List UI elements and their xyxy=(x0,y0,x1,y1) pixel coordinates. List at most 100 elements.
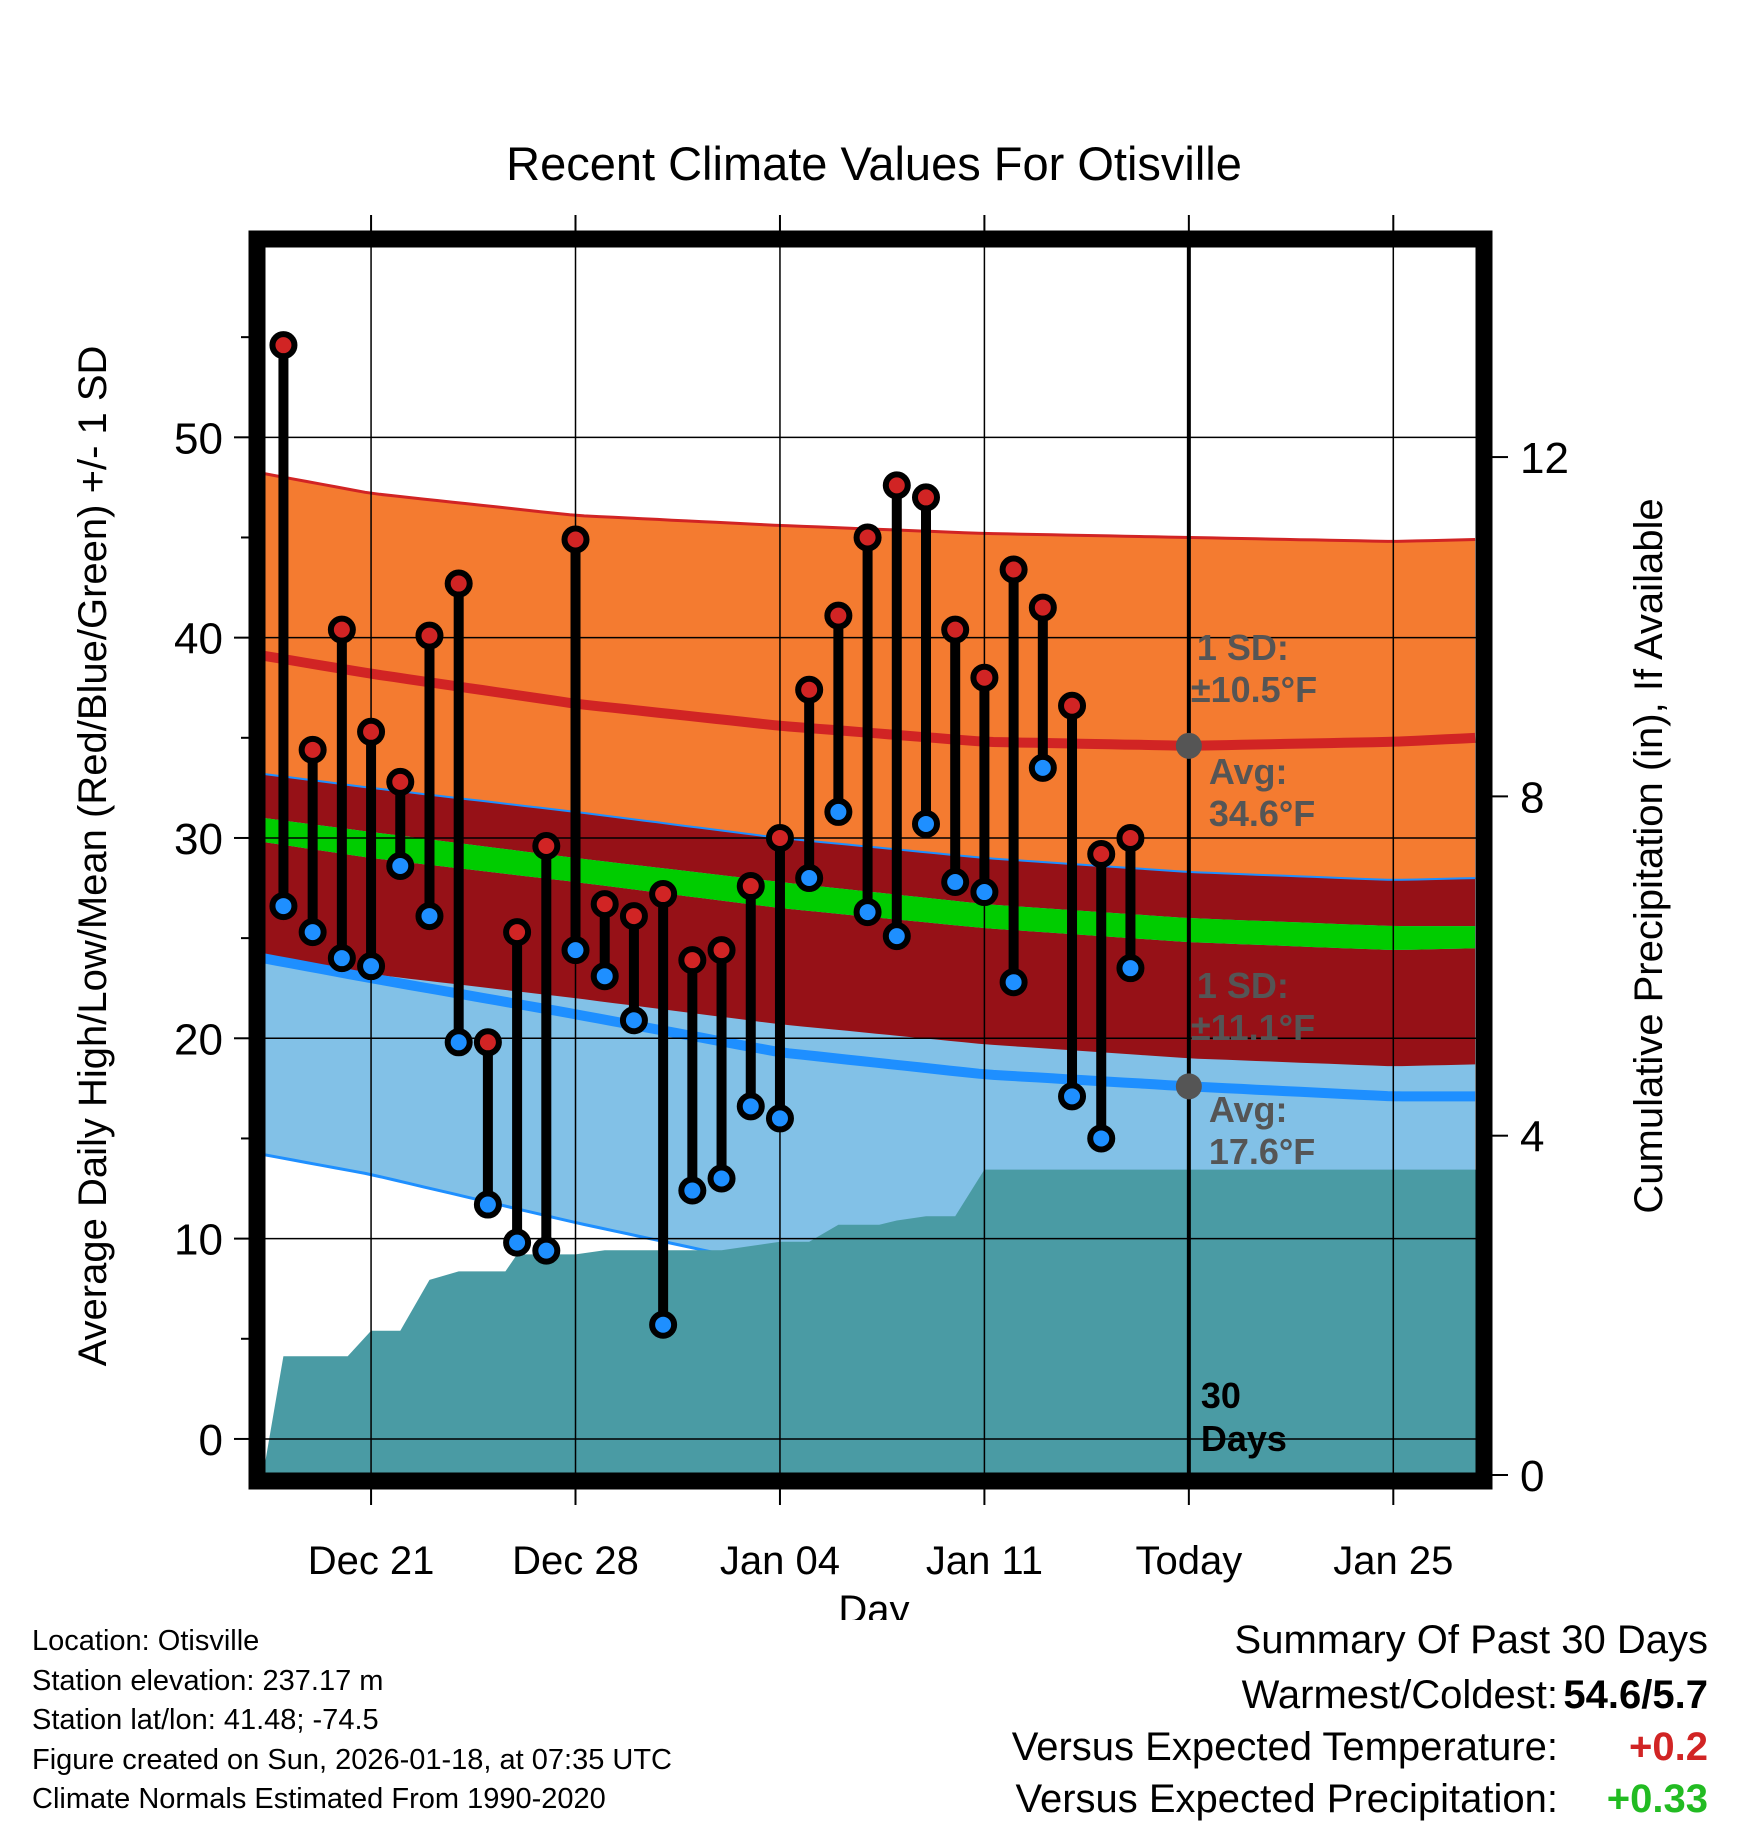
info-created: Figure created on Sun, 2026-01-18, at 07… xyxy=(32,1743,672,1776)
daily-high-marker xyxy=(970,663,999,692)
daily-high-marker xyxy=(941,615,970,644)
daily-low-marker xyxy=(911,809,940,838)
daily-low-marker xyxy=(882,922,911,951)
low-sd-label: 1 SD: xyxy=(1197,965,1289,1006)
daily-low-marker xyxy=(415,902,444,931)
daily-low-marker xyxy=(707,1164,736,1193)
daily-high-marker xyxy=(327,615,356,644)
warmest-label: Warmest/Coldest: xyxy=(1241,1673,1558,1717)
summary-panel: Summary Of Past 30 Days Warmest/Coldest:… xyxy=(1012,1618,1708,1829)
daily-high-marker xyxy=(707,936,736,965)
daily-high-marker xyxy=(357,717,386,746)
x-tick-label: Dec 21 xyxy=(308,1539,435,1583)
y-right-tick-label: 8 xyxy=(1520,773,1544,822)
y-right-tick-label: 4 xyxy=(1520,1113,1544,1162)
daily-high-marker xyxy=(415,621,444,650)
low-avg-label: Avg: xyxy=(1209,1089,1288,1130)
daily-high-marker xyxy=(619,902,648,931)
daily-low-marker xyxy=(1087,1124,1116,1153)
y-right-tick-label: 0 xyxy=(1520,1452,1544,1501)
daily-high-marker xyxy=(590,890,619,919)
daily-low-marker xyxy=(357,952,386,981)
daily-high-marker xyxy=(824,601,853,630)
daily-high-marker xyxy=(503,918,532,947)
daily-high-marker xyxy=(678,946,707,975)
daily-low-marker xyxy=(824,797,853,826)
daily-high-marker xyxy=(1087,839,1116,868)
y-left-tick-label: 50 xyxy=(174,414,223,463)
daily-high-marker xyxy=(911,483,940,512)
daily-low-marker xyxy=(970,878,999,907)
daily-low-marker xyxy=(678,1176,707,1205)
summary-temp-row: Versus Expected Temperature: +0.2 xyxy=(1012,1725,1708,1777)
daily-low-marker xyxy=(532,1236,561,1265)
summary-precip-row: Versus Expected Precipitation: +0.33 xyxy=(1012,1777,1708,1829)
days-count-unit: Days xyxy=(1201,1418,1287,1459)
daily-low-marker xyxy=(853,898,882,927)
precip-value: +0.33 xyxy=(1606,1777,1708,1821)
high-sd-label: 1 SD: xyxy=(1197,627,1289,668)
info-latlon: Station lat/lon: 41.48; -74.5 xyxy=(32,1704,379,1736)
daily-low-marker xyxy=(1149,0,1171,11)
temp-value: +0.2 xyxy=(1629,1725,1708,1769)
daily-high-marker xyxy=(736,872,765,901)
x-tick-label: Jan 04 xyxy=(720,1539,840,1583)
daily-low-marker xyxy=(590,962,619,991)
y-right-tick-label: 12 xyxy=(1520,434,1569,483)
x-tick-label: Jan 11 xyxy=(926,1539,1043,1583)
low-avg-value: 17.6°F xyxy=(1209,1131,1315,1172)
high-avg-label: Avg: xyxy=(1209,751,1288,792)
days-count-label: 30 xyxy=(1201,1375,1241,1416)
info-elevation: Station elevation: 237.17 m xyxy=(32,1664,384,1697)
daily-low-marker xyxy=(765,1104,794,1133)
low-average-line xyxy=(263,953,1476,1102)
daily-high-marker xyxy=(649,880,678,909)
info-normals: Climate Normals Estimated From 1990-2020 xyxy=(32,1783,606,1815)
daily-high-marker xyxy=(473,1028,502,1057)
temp-label: Versus Expected Temperature: xyxy=(1011,1725,1558,1769)
summary-title: Summary Of Past 30 Days xyxy=(1234,1618,1708,1662)
y-left-tick-label: 20 xyxy=(174,1015,223,1064)
daily-high-marker xyxy=(999,555,1028,584)
high-average-marker xyxy=(1175,732,1202,759)
low-average-marker xyxy=(1175,1073,1202,1100)
x-tick-label: Jan 25 xyxy=(1333,1539,1453,1583)
daily-high-marker xyxy=(269,331,298,360)
daily-high-marker xyxy=(795,675,824,704)
daily-high-marker xyxy=(1028,593,1057,622)
daily-high-marker xyxy=(765,823,794,852)
daily-high-marker xyxy=(386,767,415,796)
daily-high-marker xyxy=(882,471,911,500)
daily-low-marker xyxy=(298,918,327,947)
daily-high-marker xyxy=(444,569,473,598)
chart-title: Recent Climate Values For Otisville xyxy=(506,137,1242,190)
daily-low-marker xyxy=(473,1190,502,1219)
daily-low-marker xyxy=(444,1028,473,1057)
daily-high-marker xyxy=(1058,691,1087,720)
y-axis-label-left: Average Daily High/Low/Mean (Red/Blue/Gr… xyxy=(71,346,115,1367)
daily-low-marker xyxy=(1058,1082,1087,1111)
x-tick-label: Dec 28 xyxy=(512,1539,639,1583)
y-left-tick-label: 40 xyxy=(174,615,223,664)
daily-low-marker xyxy=(503,1228,532,1257)
daily-low-marker xyxy=(649,1310,678,1339)
mean-band-lower-clip xyxy=(263,842,1476,1067)
daily-low-marker xyxy=(386,852,415,881)
y-left-tick-label: 30 xyxy=(174,815,223,864)
high-avg-value: 34.6°F xyxy=(1209,793,1315,834)
daily-low-marker xyxy=(619,1006,648,1035)
high-sd-value: ±10.5°F xyxy=(1191,669,1317,710)
precipitation-area xyxy=(263,1169,1478,1475)
y-axis-label-right: Cumulative Precipitation (in), If Availa… xyxy=(1627,498,1671,1213)
station-info: Location: Otisville Station elevation: 2… xyxy=(32,1622,672,1820)
y-left-tick-label: 10 xyxy=(174,1216,223,1265)
x-tick-label: Today xyxy=(1135,1539,1242,1583)
daily-low-marker xyxy=(795,864,824,893)
low-sd-value: ±11.1°F xyxy=(1191,1007,1315,1048)
mean-green-band xyxy=(263,817,1476,950)
daily-low-marker xyxy=(1028,753,1057,782)
daily-low-marker xyxy=(1116,954,1145,983)
climate-chart: Recent Climate Values For Otisville 1 SD… xyxy=(71,0,1671,1620)
